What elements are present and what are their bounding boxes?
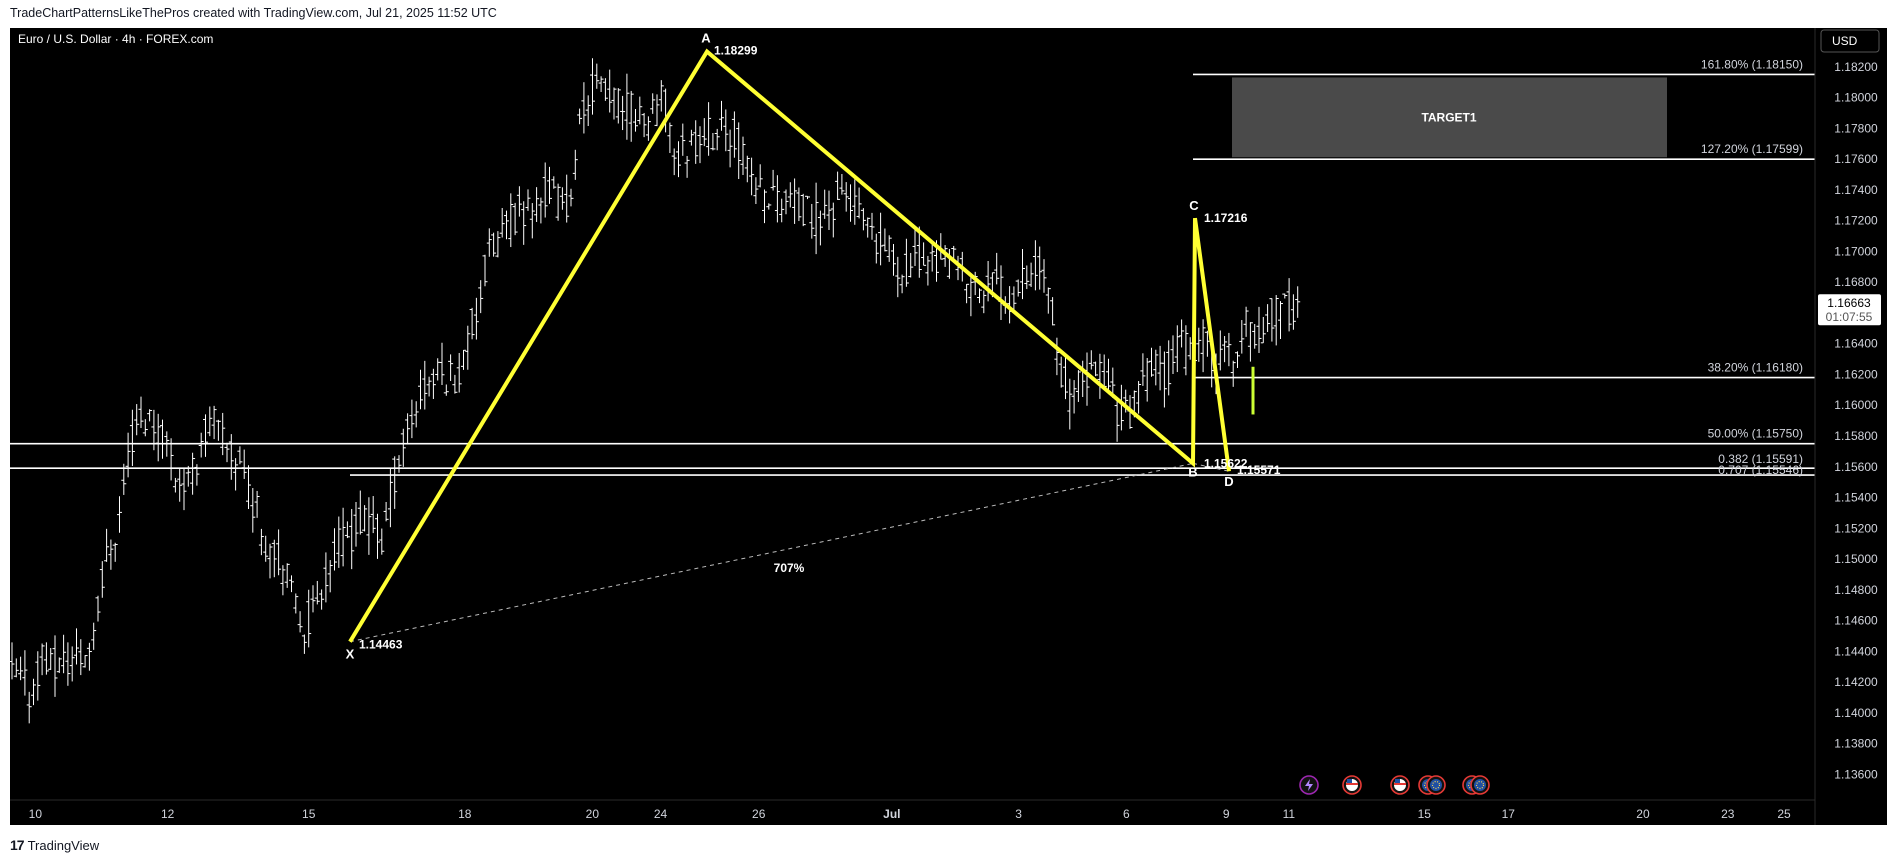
point-x-label: X (346, 647, 355, 662)
price-tick-label: 1.17600 (1834, 152, 1878, 166)
price-tick-label: 1.15800 (1834, 429, 1878, 443)
candles-layer (9, 58, 1301, 724)
price-tick-label: 1.14400 (1834, 644, 1878, 658)
price-chart[interactable]: 1.18200 1.18000 1.17800 1.17600 1.17400 1.172… (9, 28, 1887, 825)
time-tick-label: 25 (1777, 807, 1791, 821)
flag-canton (1347, 779, 1352, 783)
time-scale: 10121518202426Jul36911151720232529Aug5 (29, 807, 1791, 821)
price-tick-label: 1.14800 (1834, 583, 1878, 597)
price-tick-label: 1.17800 (1834, 121, 1878, 135)
time-tick-label: 12 (161, 807, 175, 821)
symbol-label: Euro / U.S. Dollar · 4h · FOREX.com (18, 32, 213, 46)
price-scale: 1.18200 1.18000 1.17800 1.17600 1.17400 1.172… (1818, 29, 1881, 781)
price-tick-label: 1.15000 (1834, 552, 1878, 566)
us-flag-icon (1342, 775, 1362, 795)
fib-level-label: 38.20% (1.16180) (1708, 361, 1803, 375)
price-tick-label: 1.16400 (1834, 337, 1878, 351)
flag-stars (1475, 780, 1485, 790)
time-tick-label: 20 (586, 807, 600, 821)
price-tick-label: 1.15400 (1834, 491, 1878, 505)
point-a-value: 1.18299 (714, 44, 758, 58)
tradingview-logo-icon: 17 (10, 837, 25, 853)
time-tick-label: 20 (1636, 807, 1650, 821)
price-tick-label: 1.13800 (1834, 737, 1878, 751)
fib-level-label: 0.707 (1.15546) (1718, 463, 1803, 477)
footer: 17 TradingView (10, 836, 99, 854)
price-tick-label: 1.14000 (1834, 706, 1878, 720)
us-flag-icon (1390, 775, 1410, 795)
chart-background (10, 28, 1887, 825)
point-a-label: A (701, 31, 711, 46)
time-tick-label: 6 (1123, 807, 1130, 821)
currency-label: USD (1832, 34, 1858, 48)
flag-stars (1431, 780, 1441, 790)
price-tick-label: 1.17200 (1834, 214, 1878, 228)
fib-level-label: 161.80% (1.18150) (1701, 57, 1803, 71)
currency-button (1820, 29, 1880, 53)
flag-stripe (1346, 783, 1358, 785)
time-tick-label: 9 (1223, 807, 1230, 821)
point-b-label: B (1188, 464, 1197, 479)
time-tick-label: 15 (1418, 807, 1432, 821)
target-box (1232, 77, 1667, 158)
time-tick-label: 18 (458, 807, 472, 821)
time-tick-label: 24 (654, 807, 668, 821)
chart-labels: TARGET1 161.80% (1.18150) 127.20% (1.17599… (18, 31, 1803, 662)
time-tick-label: 23 (1721, 807, 1735, 821)
lightning-icon (1299, 775, 1319, 795)
point-c-value: 1.17216 (1204, 211, 1248, 225)
countdown-value: 01:07:55 (1826, 310, 1873, 324)
flag-stripe (1394, 783, 1406, 785)
time-tick-label: 11 (1283, 807, 1296, 821)
footer-brand: TradingView (27, 837, 100, 853)
price-tick-label: 1.16000 (1834, 398, 1878, 412)
time-tick-label: 3 (1015, 807, 1022, 821)
time-tick-label: Jul (883, 807, 900, 821)
price-tick-label: 1.18200 (1834, 60, 1878, 74)
price-tick-label: 1.18000 (1834, 91, 1878, 105)
chart-frame[interactable]: 1.18200 1.18000 1.17800 1.17600 1.17400 1.172… (9, 28, 1887, 825)
last-price-badge (1818, 294, 1881, 326)
xabcd-pattern-line (348, 48, 1231, 643)
xb-ratio-label: 707% (774, 561, 805, 575)
flag-canton (1395, 779, 1400, 783)
price-tick-label: 1.17400 (1834, 183, 1878, 197)
time-tick-label: 26 (752, 807, 766, 821)
fib-level-label: 50.00% (1.15750) (1708, 427, 1803, 441)
bd-dashed-line (1192, 462, 1230, 472)
point-d-value: 1.15571 (1237, 463, 1281, 477)
price-tick-label: 1.17000 (1834, 244, 1878, 258)
point-b-value: 1.15622 (1204, 456, 1248, 470)
flag-field (1474, 779, 1486, 791)
price-tick-label: 1.15600 (1834, 460, 1878, 474)
point-c-label: C (1189, 198, 1199, 213)
chart-header: TradeChartPatternsLikeThePros created wi… (10, 6, 497, 20)
price-tick-label: 1.16200 (1834, 367, 1878, 381)
point-d-label: D (1224, 474, 1233, 489)
flag-field (1430, 779, 1442, 791)
price-tick-label: 1.14200 (1834, 675, 1878, 689)
price-tick-label: 1.16800 (1834, 275, 1878, 289)
price-tick-label: 1.14600 (1834, 614, 1878, 628)
fib-level-label: 0.382 (1.15591) (1718, 452, 1803, 466)
eu-flag-icon (1426, 775, 1446, 795)
time-tick-label: 10 (29, 807, 43, 821)
eu-flag-icon (1470, 775, 1490, 795)
last-price-value: 1.16663 (1827, 296, 1871, 310)
time-tick-label: 17 (1502, 807, 1516, 821)
point-x-value: 1.14463 (359, 638, 403, 652)
drawings-layer (10, 48, 1815, 795)
fib-level-label: 127.20% (1.17599) (1701, 142, 1803, 156)
lightning-glyph (1305, 779, 1313, 791)
price-tick-label: 1.13600 (1834, 767, 1878, 781)
target-label: TARGET1 (1421, 110, 1476, 124)
time-tick-label: 15 (302, 807, 316, 821)
price-tick-label: 1.15200 (1834, 521, 1878, 535)
